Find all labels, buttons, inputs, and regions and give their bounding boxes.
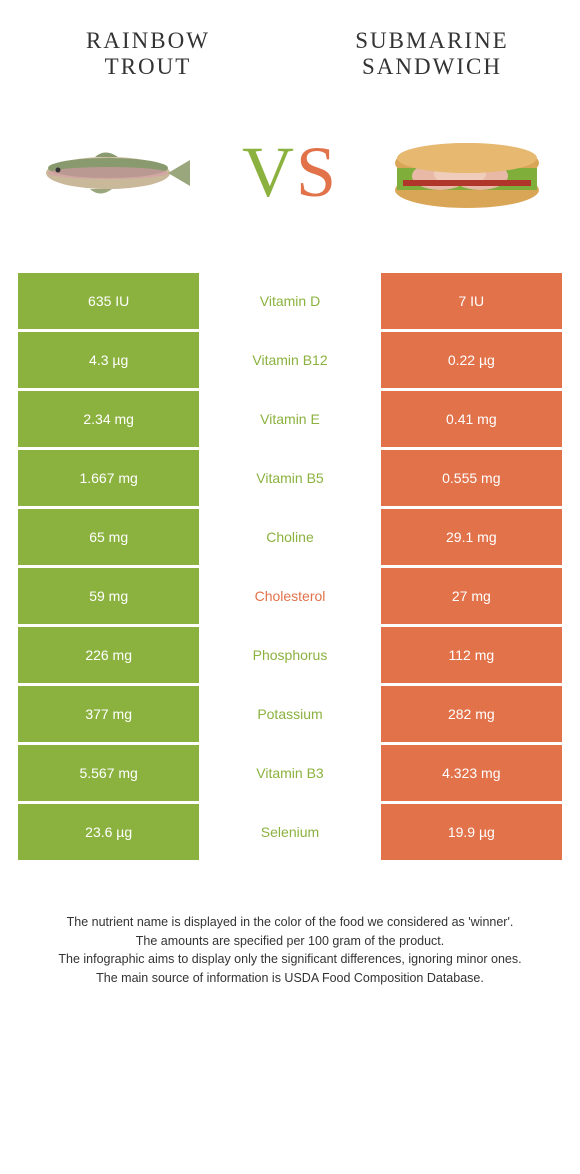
left-value-cell: 23.6 µg	[18, 804, 199, 860]
right-value-cell: 29.1 mg	[381, 509, 562, 565]
left-value-cell: 5.567 mg	[18, 745, 199, 801]
vs-s: S	[296, 132, 338, 212]
trout-illustration	[30, 118, 195, 228]
right-value-cell: 19.9 µg	[381, 804, 562, 860]
nutrient-name-cell: Potassium	[199, 686, 380, 742]
right-value-cell: 4.323 mg	[381, 745, 562, 801]
table-row: 4.3 µgVitamin B120.22 µg	[18, 332, 562, 388]
vs-label: VS	[242, 131, 338, 214]
left-value-cell: 59 mg	[18, 568, 199, 624]
sandwich-illustration	[385, 118, 550, 228]
left-value-cell: 226 mg	[18, 627, 199, 683]
right-value-cell: 0.22 µg	[381, 332, 562, 388]
left-value-cell: 1.667 mg	[18, 450, 199, 506]
nutrient-name-cell: Vitamin E	[199, 391, 380, 447]
left-value-cell: 2.34 mg	[18, 391, 199, 447]
table-row: 377 mgPotassium282 mg	[18, 686, 562, 742]
nutrient-name-cell: Selenium	[199, 804, 380, 860]
nutrient-table: 635 IUVitamin D7 IU4.3 µgVitamin B120.22…	[0, 273, 580, 860]
table-row: 23.6 µgSelenium19.9 µg	[18, 804, 562, 860]
table-row: 1.667 mgVitamin B50.555 mg	[18, 450, 562, 506]
left-food-title: Rainbow Trout	[48, 28, 248, 81]
left-value-cell: 65 mg	[18, 509, 199, 565]
footnote: The nutrient name is displayed in the co…	[0, 863, 580, 988]
footnote-line: The nutrient name is displayed in the co…	[38, 913, 542, 932]
nutrient-name-cell: Vitamin B5	[199, 450, 380, 506]
table-row: 2.34 mgVitamin E0.41 mg	[18, 391, 562, 447]
nutrient-name-cell: Choline	[199, 509, 380, 565]
right-value-cell: 27 mg	[381, 568, 562, 624]
nutrient-name-cell: Vitamin B12	[199, 332, 380, 388]
right-value-cell: 0.41 mg	[381, 391, 562, 447]
left-value-cell: 635 IU	[18, 273, 199, 329]
left-value-cell: 377 mg	[18, 686, 199, 742]
left-value-cell: 4.3 µg	[18, 332, 199, 388]
hero-row: VS	[0, 93, 580, 273]
right-value-cell: 112 mg	[381, 627, 562, 683]
footnote-line: The amounts are specified per 100 gram o…	[38, 932, 542, 951]
nutrient-name-cell: Vitamin D	[199, 273, 380, 329]
table-row: 65 mgCholine29.1 mg	[18, 509, 562, 565]
nutrient-name-cell: Cholesterol	[199, 568, 380, 624]
table-row: 635 IUVitamin D7 IU	[18, 273, 562, 329]
footnote-line: The main source of information is USDA F…	[38, 969, 542, 988]
right-value-cell: 7 IU	[381, 273, 562, 329]
footnote-line: The infographic aims to display only the…	[38, 950, 542, 969]
nutrient-name-cell: Phosphorus	[199, 627, 380, 683]
right-value-cell: 0.555 mg	[381, 450, 562, 506]
table-row: 59 mgCholesterol27 mg	[18, 568, 562, 624]
table-row: 226 mgPhosphorus112 mg	[18, 627, 562, 683]
vs-v: V	[242, 132, 296, 212]
table-row: 5.567 mgVitamin B34.323 mg	[18, 745, 562, 801]
right-value-cell: 282 mg	[381, 686, 562, 742]
header: Rainbow Trout Submarine Sandwich	[0, 0, 580, 93]
right-food-title: Submarine Sandwich	[332, 28, 532, 81]
nutrient-name-cell: Vitamin B3	[199, 745, 380, 801]
